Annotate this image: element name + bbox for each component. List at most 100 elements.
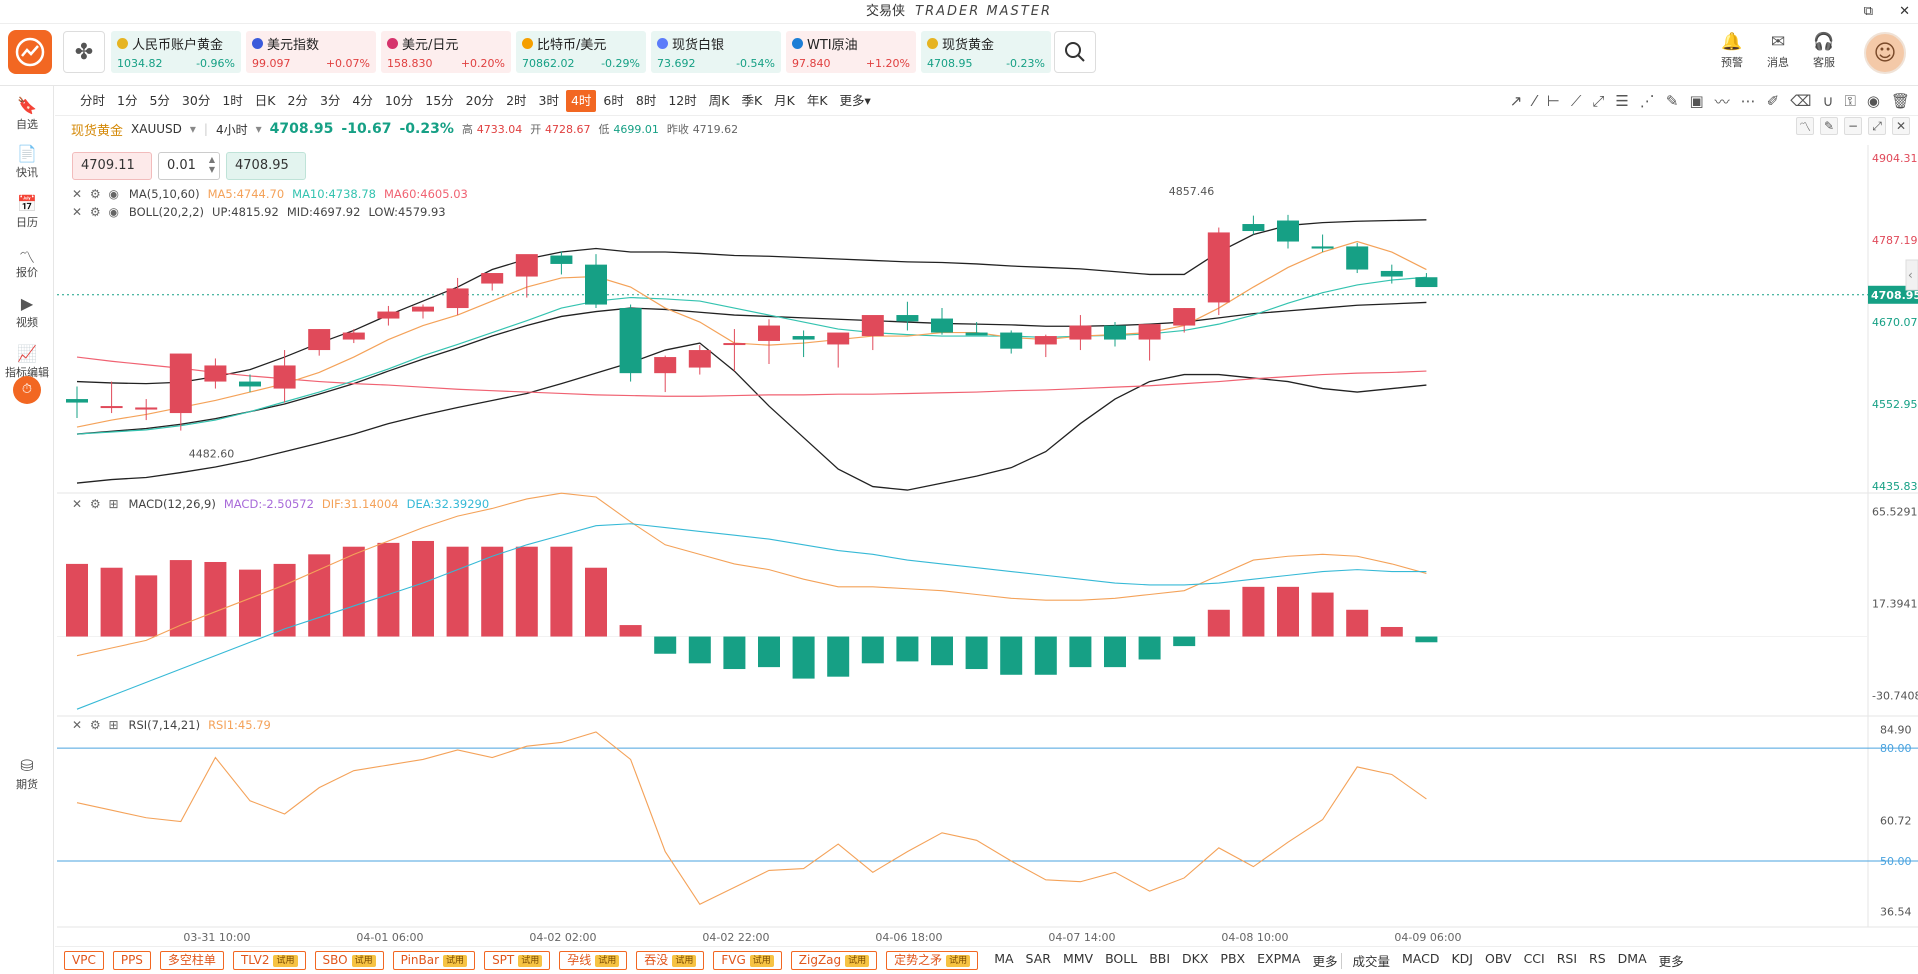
ticker-card[interactable]: 比特币/美元 70862.02 -0.29% — [516, 31, 646, 73]
sub-indicator-item[interactable]: MACD — [1401, 951, 1440, 966]
ray-tool-icon[interactable]: ↗ — [1509, 92, 1523, 110]
indicator-tag[interactable]: SBO 试用 — [314, 951, 384, 970]
tab-timeframe-15[interactable]: 6时 — [603, 92, 624, 108]
tab-timeframe-17[interactable]: 12时 — [668, 92, 697, 108]
sidebar-item-video[interactable]: ▶ 视频 — [0, 294, 54, 330]
indicator-tag[interactable]: 吞没 试用 — [636, 951, 705, 970]
instrument-code[interactable]: XAUUSD — [131, 122, 182, 136]
stepper-arrows-icon[interactable]: ▲ ▼ — [208, 155, 215, 174]
buy-price-button[interactable]: 4708.95 — [226, 152, 306, 180]
indicator-tag[interactable]: TLV2 试用 — [232, 951, 306, 970]
period-dropdown-icon[interactable]: ▾ — [255, 122, 262, 136]
tab-timeframe-5[interactable]: 日K — [254, 92, 276, 108]
indicator-tag[interactable]: 定势之矛 试用 — [886, 951, 979, 970]
indicator-tag[interactable]: 孕线 试用 — [559, 951, 628, 970]
sub-indicator-item[interactable]: 更多 — [1658, 954, 1684, 969]
tab-timeframe-12[interactable]: 2时 — [506, 92, 527, 108]
main-indicator-item[interactable]: SAR — [1025, 951, 1051, 966]
tab-timeframe-22[interactable]: 更多▾ — [839, 92, 871, 108]
edit-tool-icon[interactable]: ✐ — [1766, 92, 1780, 110]
tab-timeframe-18[interactable]: 周K — [708, 92, 730, 108]
image-tool-icon[interactable]: ▣ — [1689, 92, 1704, 110]
restore-button[interactable]: ⧉ — [1863, 4, 1874, 19]
tab-timeframe-20[interactable]: 月K — [774, 92, 795, 108]
sub-indicator-item[interactable]: RSI — [1556, 951, 1578, 966]
indicator-tag[interactable]: PPS — [112, 951, 151, 970]
draw-toggle-icon[interactable]: ✎ — [1820, 117, 1838, 135]
minimize-panel-icon[interactable]: − — [1844, 117, 1862, 135]
chart-type-icon[interactable]: 〽 — [1796, 117, 1814, 135]
tab-timeframe-14[interactable]: 4时 — [565, 89, 597, 112]
lock-icon[interactable]: ⚿ — [1844, 92, 1856, 110]
expand-icon[interactable]: ⤢ — [1868, 117, 1886, 135]
ma-legend-controls-icon[interactable]: ✕ ⚙ ◉ — [72, 187, 121, 201]
sub-indicator-item[interactable]: CCI — [1523, 951, 1545, 966]
app-logo[interactable] — [8, 30, 52, 74]
header-mail-button[interactable]: ✉ 消息 — [1764, 32, 1792, 70]
boll-legend-controls-icon[interactable]: ✕ ⚙ ◉ — [72, 205, 121, 219]
sidebar-item-quote[interactable]: 〽报价 — [0, 244, 54, 280]
period-select[interactable]: 4小时 — [215, 122, 248, 137]
more-tools-icon[interactable]: ⋯ — [1740, 92, 1756, 110]
sell-price-button[interactable]: 4709.11 — [72, 152, 152, 180]
rsi-legend-controls-icon[interactable]: ✕ ⚙ ⊞ — [72, 718, 121, 732]
main-indicator-item[interactable]: DKX — [1182, 951, 1209, 966]
tab-timeframe-3[interactable]: 30分 — [181, 92, 211, 108]
close-panel-icon[interactable]: ✕ — [1892, 117, 1910, 135]
trend-tool-icon[interactable]: ⟋ — [1570, 92, 1582, 110]
main-indicator-item[interactable]: 更多 — [1312, 954, 1338, 969]
dropdown-icon[interactable]: ▾ — [189, 122, 196, 136]
line-tool-icon[interactable]: ⁄ — [1533, 92, 1536, 110]
tab-timeframe-16[interactable]: 8时 — [635, 92, 657, 108]
indicator-tag[interactable]: 多空柱单 — [159, 951, 224, 970]
hline-tool-icon[interactable]: ⊢ — [1546, 92, 1560, 110]
sidebar-item-bookmark[interactable]: 🔖 自选 — [0, 96, 54, 132]
main-indicator-item[interactable]: MA — [994, 951, 1014, 966]
grid-menu-icon[interactable]: ✤ — [63, 31, 105, 73]
eraser-icon[interactable]: ⌫ — [1790, 92, 1812, 110]
main-indicator-item[interactable]: EXPMA — [1257, 951, 1301, 966]
wave-tool-icon[interactable]: 〰 — [1714, 92, 1730, 111]
tab-timeframe-13[interactable]: 3时 — [538, 92, 559, 108]
sidebar-item-replay[interactable]: ⏱ — [0, 376, 54, 404]
quantity-value[interactable]: 0.01 — [167, 158, 196, 173]
main-indicator-item[interactable]: MMV — [1062, 951, 1094, 966]
magnet-icon[interactable]: ∪ — [1822, 92, 1834, 110]
sub-indicator-item[interactable]: RS — [1589, 951, 1606, 966]
indicator-tag[interactable]: ZigZag 试用 — [790, 951, 878, 970]
indicator-tag[interactable]: PinBar 试用 — [392, 951, 476, 970]
sub-indicator-item[interactable]: KDJ — [1451, 951, 1473, 966]
sub-indicator-item[interactable]: 成交量 — [1352, 954, 1390, 969]
indicator-tag[interactable]: FVG 试用 — [713, 951, 782, 970]
ticker-card[interactable]: 美元指数 99.097 +0.07% — [246, 31, 376, 73]
avatar[interactable]: ☺ — [1864, 32, 1906, 74]
tab-timeframe-10[interactable]: 15分 — [425, 92, 454, 108]
tab-timeframe-21[interactable]: 年K — [806, 92, 828, 108]
sidebar-item-futures[interactable]: ⛁ 期货 — [0, 756, 54, 792]
sidebar-item-indicator[interactable]: 📈 指标编辑 — [0, 344, 54, 380]
main-indicator-item[interactable]: BBI — [1149, 951, 1171, 966]
tab-timeframe-19[interactable]: 季K — [741, 92, 763, 108]
sidebar-item-calendar[interactable]: 📅 日历 — [0, 194, 54, 230]
indicator-tag[interactable]: SPT 试用 — [484, 951, 551, 970]
tab-timeframe-8[interactable]: 4分 — [352, 92, 373, 108]
tab-timeframe-11[interactable]: 20分 — [465, 92, 495, 108]
fan-tool-icon[interactable]: ⋰ — [1639, 92, 1655, 110]
sub-indicator-item[interactable]: OBV — [1484, 951, 1512, 966]
header-headset-button[interactable]: 🎧 客服 — [1810, 32, 1838, 70]
ticker-card[interactable]: 现货黄金 4708.95 -0.23% — [921, 31, 1051, 73]
tab-timeframe-9[interactable]: 10分 — [384, 92, 414, 108]
sidebar-item-news[interactable]: 📄 快讯 — [0, 144, 54, 180]
indicator-tag[interactable]: VPC — [64, 951, 104, 970]
pen-tool-icon[interactable]: ✎ — [1665, 92, 1679, 110]
trash-icon[interactable]: 🗑 — [1890, 92, 1910, 110]
search-button[interactable] — [1054, 31, 1096, 73]
sub-indicator-item[interactable]: DMA — [1617, 951, 1647, 966]
tab-timeframe-0[interactable]: 分时 — [80, 92, 106, 108]
close-button[interactable]: ✕ — [1899, 4, 1910, 19]
main-indicator-item[interactable]: PBX — [1220, 951, 1246, 966]
macd-legend-controls-icon[interactable]: ✕ ⚙ ⊞ — [72, 497, 121, 511]
segment-tool-icon[interactable]: ⤢ — [1592, 92, 1605, 110]
ticker-card[interactable]: WTI原油 97.840 +1.20% — [786, 31, 916, 73]
tab-timeframe-1[interactable]: 1分 — [117, 92, 138, 108]
